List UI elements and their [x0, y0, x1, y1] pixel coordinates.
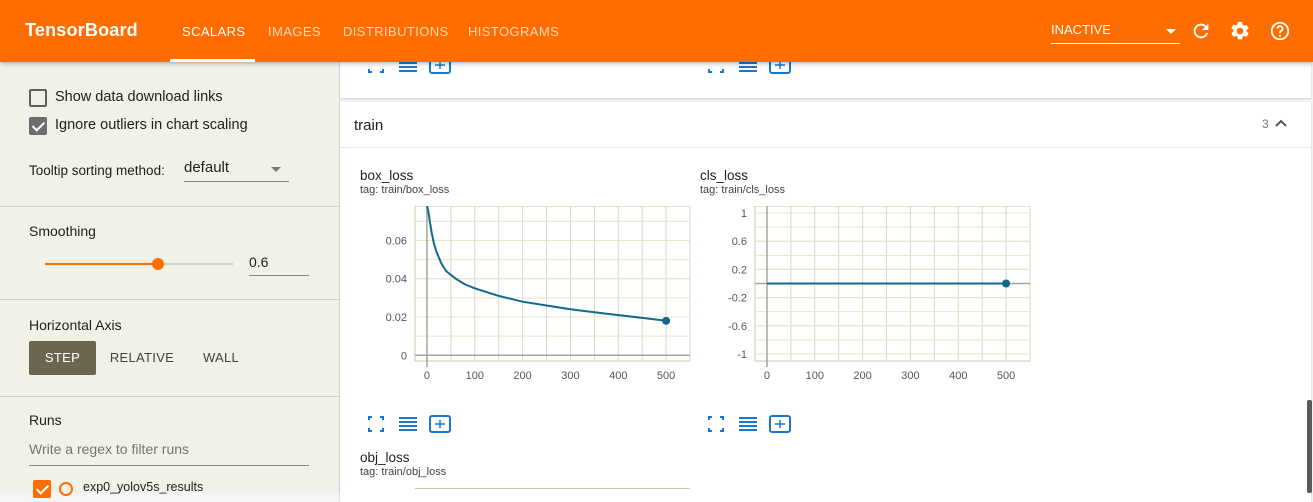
- fit-domain-icon[interactable]: [769, 415, 791, 433]
- tooltip-sorting-value: default: [184, 159, 230, 176]
- ignore-outliers-checkbox[interactable]: [29, 117, 47, 135]
- tab-histograms[interactable]: HISTOGRAMS: [468, 24, 560, 39]
- chart-title: box_loss: [360, 168, 414, 183]
- y-tick-label: -1: [737, 349, 747, 361]
- show-download-links-label: Show data download links: [55, 89, 223, 105]
- axis-wall-button[interactable]: WALL: [202, 350, 240, 365]
- app-title: TensorBoard: [25, 20, 138, 40]
- axis-relative-button[interactable]: RELATIVE: [109, 350, 175, 365]
- chevron-down-icon: [271, 167, 281, 172]
- x-tick-label: 400: [609, 370, 627, 382]
- x-tick-label: 100: [466, 370, 484, 382]
- show-download-links-checkbox[interactable]: [29, 89, 47, 107]
- runs-label: Runs: [29, 412, 62, 428]
- fullscreen-icon[interactable]: [365, 415, 387, 433]
- y-tick-label: -0.6: [728, 321, 747, 333]
- run-checkbox[interactable]: [33, 480, 51, 498]
- chart-title: cls_loss: [700, 168, 749, 183]
- x-tick-label: 500: [657, 370, 675, 382]
- tooltip-sorting-dropdown[interactable]: default: [184, 159, 289, 182]
- x-tick-label: 200: [513, 370, 531, 382]
- chart-cls-loss[interactable]: 1 0.6 0.2 -0.2 -0.6 -1 0 100 200 300 400 500: [700, 206, 1032, 406]
- chart-tag: tag: train/box_loss: [360, 184, 450, 196]
- y-tick-label: 0.02: [386, 312, 407, 324]
- chart-box-loss[interactable]: 0 0.02 0.04 0.06 0 100 200 300 400 500: [360, 206, 692, 406]
- chevron-up-icon[interactable]: [1274, 118, 1288, 128]
- smoothing-label: Smoothing: [29, 223, 96, 239]
- x-tick-label: 300: [901, 370, 919, 382]
- fit-domain-icon[interactable]: [429, 415, 451, 433]
- group-name: train: [354, 117, 384, 134]
- status-dropdown-value: INACTIVE: [1051, 22, 1111, 37]
- x-tick-label: 0: [424, 370, 430, 382]
- x-tick-label: 0: [764, 370, 770, 382]
- y-tick-label: 0: [401, 350, 407, 362]
- y-tick-label: -0.2: [728, 293, 747, 305]
- group-count: 3: [1262, 117, 1269, 131]
- toggle-log-scale-icon[interactable]: [397, 415, 419, 433]
- x-tick-label: 300: [561, 370, 579, 382]
- settings-icon[interactable]: [1229, 20, 1251, 42]
- tab-distributions[interactable]: DISTRIBUTIONS: [343, 24, 449, 39]
- tab-images[interactable]: IMAGES: [268, 24, 321, 39]
- series-line: [426, 206, 667, 322]
- smoothing-input[interactable]: 0.6: [249, 254, 309, 276]
- axis-step-button[interactable]: STEP: [29, 341, 96, 375]
- x-tick-label: 200: [853, 370, 871, 382]
- y-tick-label: 0.06: [386, 235, 407, 247]
- ignore-outliers-label: Ignore outliers in chart scaling: [55, 117, 248, 133]
- previous-card: [340, 56, 1311, 98]
- smoothing-slider-fill: [45, 263, 158, 265]
- chart-obj-loss-top-border: [415, 488, 690, 489]
- main-content: train 3 box_loss tag: train/box_loss 0 0.…: [340, 56, 1313, 502]
- run-color-circle[interactable]: [59, 482, 73, 496]
- app-header: TensorBoard SCALARS IMAGES DISTRIBUTIONS…: [0, 0, 1313, 62]
- group-header[interactable]: train 3: [340, 102, 1311, 148]
- x-tick-label: 500: [997, 370, 1015, 382]
- chart-tag: tag: train/obj_loss: [360, 466, 447, 478]
- divider: [0, 299, 339, 300]
- run-name: exp0_yolov5s_results: [83, 480, 204, 494]
- status-dropdown[interactable]: INACTIVE: [1051, 22, 1180, 44]
- divider: [0, 206, 339, 207]
- tooltip-sorting-label: Tooltip sorting method:: [29, 163, 165, 178]
- chart-title: obj_loss: [360, 450, 410, 465]
- sidebar: Show data download links Ignore outliers…: [0, 62, 340, 498]
- chart-tag: tag: train/cls_loss: [700, 184, 785, 196]
- runs-filter-input[interactable]: Write a regex to filter runs: [29, 441, 309, 466]
- tab-scalars[interactable]: SCALARS: [182, 24, 246, 39]
- y-tick-label: 1: [741, 208, 747, 220]
- series-endpoint: [662, 316, 671, 325]
- x-tick-label: 100: [806, 370, 824, 382]
- horizontal-axis-label: Horizontal Axis: [29, 317, 122, 333]
- divider: [0, 396, 339, 397]
- help-icon[interactable]: [1269, 20, 1291, 42]
- x-tick-label: 400: [949, 370, 967, 382]
- plot-area: [414, 206, 691, 362]
- group-card-train: train 3 box_loss tag: train/box_loss 0 0.…: [340, 102, 1311, 502]
- fullscreen-icon[interactable]: [705, 415, 727, 433]
- y-tick-label: 0.2: [732, 264, 747, 276]
- chevron-down-icon: [1166, 29, 1176, 34]
- y-tick-label: 0.04: [386, 274, 407, 286]
- y-tick-label: 0.6: [732, 236, 747, 248]
- series-endpoint: [1002, 279, 1011, 288]
- refresh-icon[interactable]: [1190, 20, 1212, 42]
- smoothing-slider-handle[interactable]: [152, 258, 164, 270]
- scrollbar[interactable]: [1307, 400, 1312, 493]
- toggle-log-scale-icon[interactable]: [737, 415, 759, 433]
- active-tab-indicator: [170, 59, 255, 62]
